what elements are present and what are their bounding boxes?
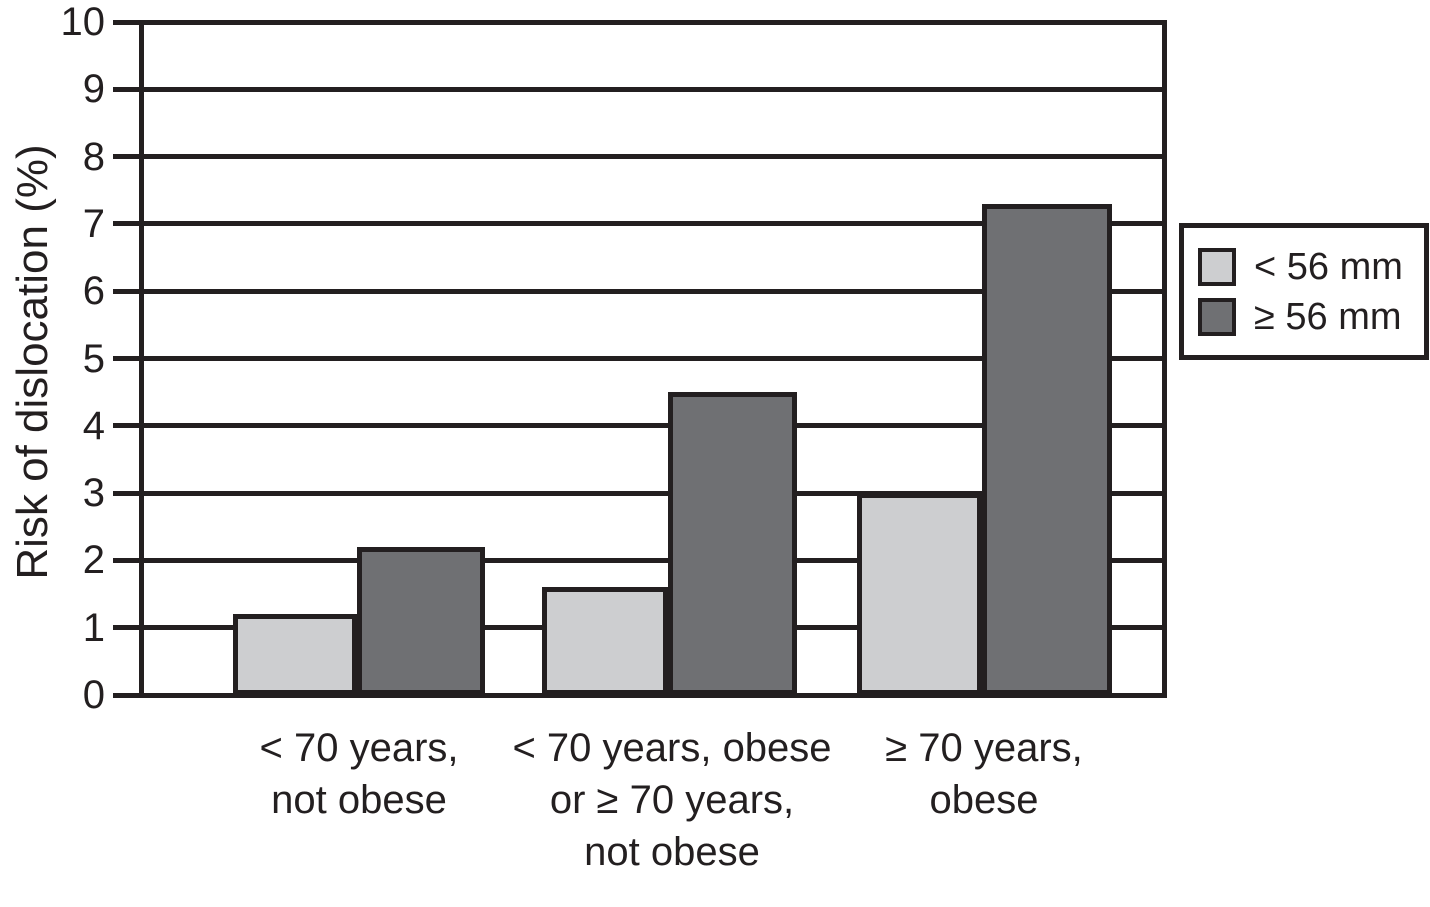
bar-group1-lt56mm	[233, 614, 357, 695]
y-tick-label-3: 3	[82, 471, 105, 516]
bar-group2-ge56mm	[668, 392, 797, 695]
plot-area	[113, 19, 1167, 698]
gridline-6	[113, 288, 1167, 294]
gridline-0	[113, 692, 1167, 698]
y-tick-label-0: 0	[82, 673, 105, 717]
gridline-4	[113, 423, 1167, 429]
plot-right-border	[1162, 22, 1167, 695]
x-axis-label-group-3: ≥ 70 years, obese	[885, 726, 1083, 822]
gridline-5	[113, 356, 1167, 361]
gridline-2	[113, 557, 1167, 563]
legend-box: < 56 mm ≥ 56 mm	[1179, 223, 1429, 360]
legend-label-ge56: ≥ 56 mm	[1254, 295, 1402, 338]
y-tick-label-8: 8	[82, 134, 105, 179]
bar-group3-lt56mm	[857, 493, 982, 695]
gridline-9	[113, 86, 1167, 92]
legend-item-lt56: < 56 mm	[1198, 247, 1424, 287]
bar-group2-lt56mm	[542, 587, 668, 695]
legend-item-ge56: ≥ 56 mm	[1198, 297, 1424, 337]
y-tick-label-10: 10	[60, 0, 106, 44]
x-axis-label-group-2: < 70 years, obese or ≥ 70 years, not obe…	[512, 726, 832, 874]
y-tick-label-5: 5	[82, 336, 105, 381]
bar-group3-ge56mm	[982, 204, 1112, 695]
gridline-8	[113, 154, 1167, 160]
legend-swatch-lt56-icon	[1198, 247, 1236, 286]
x-axis-label-group-1: < 70 years, not obese	[259, 726, 459, 822]
gridline-10	[113, 19, 1167, 25]
gridline-3	[113, 490, 1167, 496]
y-axis-line	[139, 22, 144, 695]
y-tick-label-2: 2	[82, 538, 105, 583]
y-tick-label-7: 7	[82, 201, 105, 246]
gridline-7	[113, 221, 1167, 227]
legend-label-lt56: < 56 mm	[1254, 245, 1403, 288]
y-tick-label-9: 9	[82, 67, 105, 112]
y-tick-label-6: 6	[82, 269, 105, 314]
bar-group1-ge56mm	[357, 547, 485, 695]
y-tick-label-4: 4	[82, 403, 105, 448]
y-tick-label-1: 1	[82, 605, 105, 650]
legend-swatch-ge56-icon	[1198, 297, 1236, 336]
